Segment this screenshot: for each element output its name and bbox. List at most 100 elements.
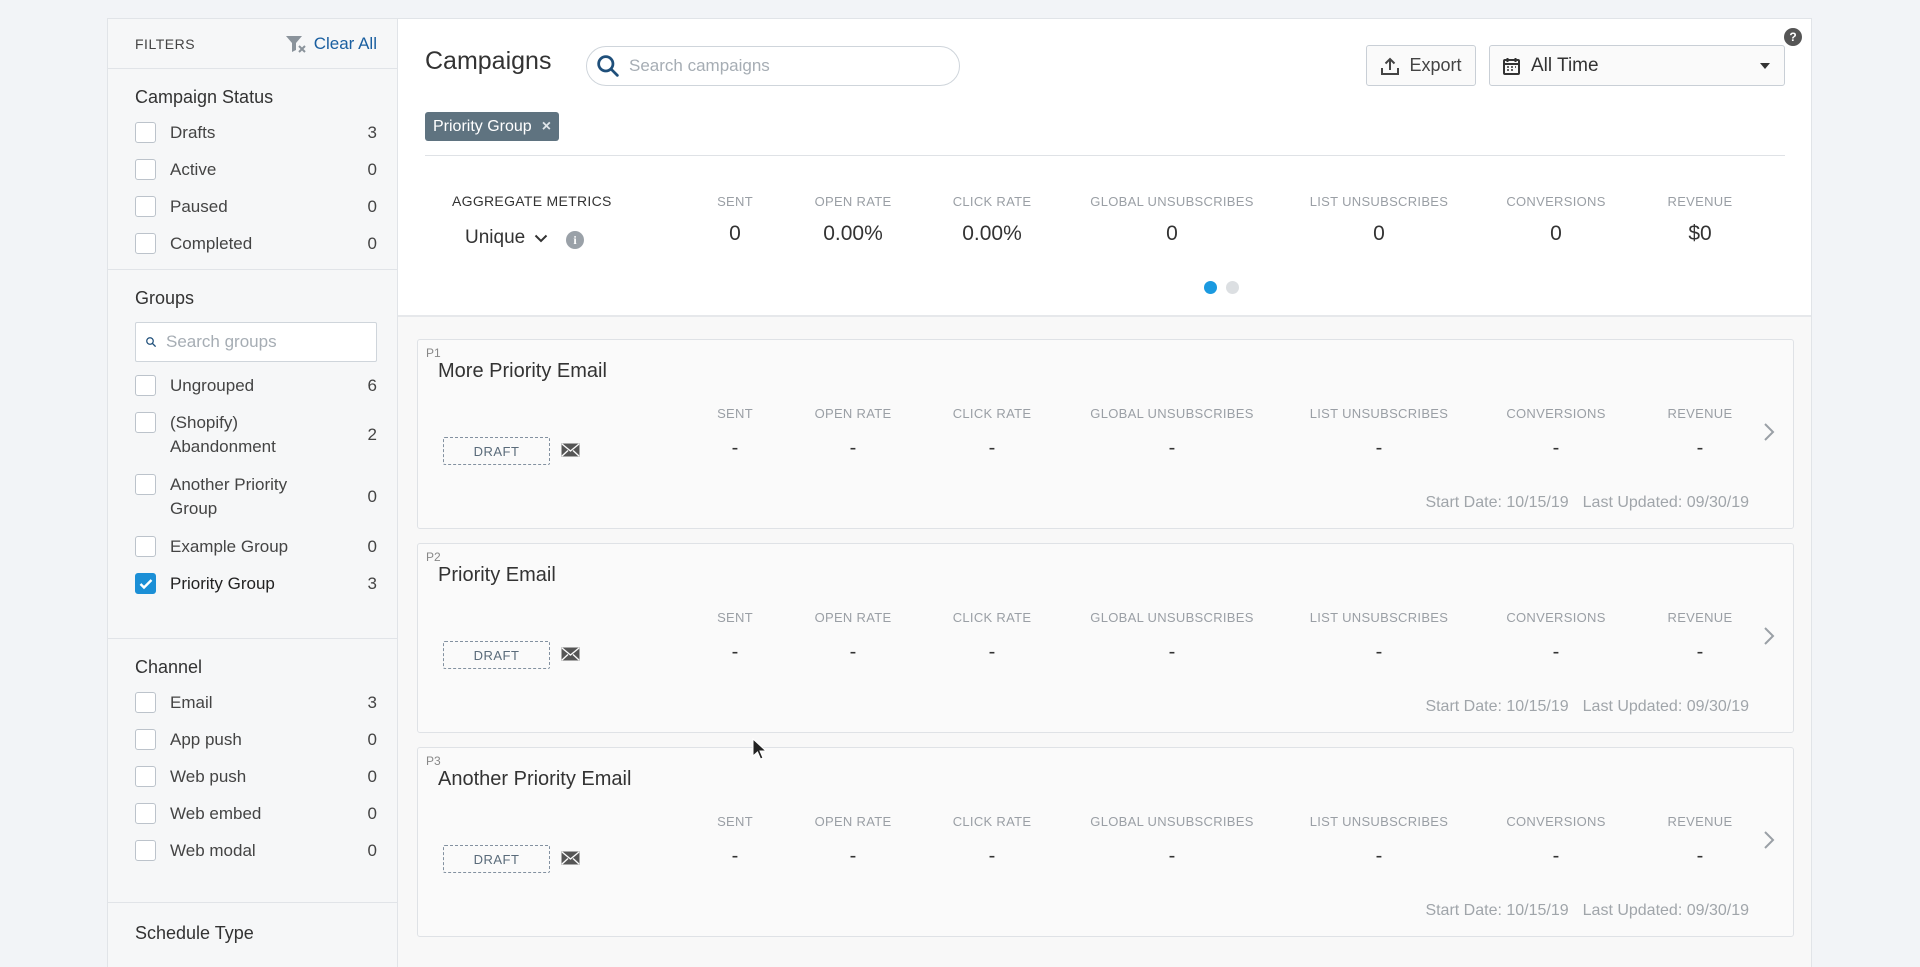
metric-revenue: REVENUE -: [1668, 610, 1733, 664]
filter-label: Email: [170, 693, 213, 712]
search-icon: [146, 337, 156, 347]
metric-value: 0: [1550, 222, 1562, 245]
aggregate-global-unsubscribes: GLOBAL UNSUBSCRIBES 0: [1090, 194, 1253, 246]
campaign-card[interactable]: P1 More Priority Email DRAFT SENT - OPEN …: [417, 339, 1794, 529]
pager-dot-1[interactable]: [1204, 281, 1217, 294]
filter-count: 0: [367, 841, 377, 860]
priority-label: P1: [426, 346, 441, 360]
clear-all-label: Clear All: [313, 33, 377, 53]
metric-key: LIST UNSUBSCRIBES: [1309, 814, 1449, 829]
filter-ungrouped[interactable]: Ungrouped 6: [135, 374, 377, 411]
metric-click-rate: CLICK RATE -: [953, 406, 1032, 460]
filter-completed[interactable]: Completed 0: [135, 232, 377, 269]
chevron-right-icon[interactable]: [1763, 626, 1775, 646]
caret-down-icon: [1760, 62, 1770, 69]
search-icon: [597, 55, 619, 77]
help-icon[interactable]: ?: [1784, 28, 1802, 46]
check-icon: [139, 578, 152, 589]
info-icon[interactable]: i: [566, 231, 584, 249]
metric-key: CLICK RATE: [952, 814, 1032, 829]
metric-value: -: [849, 641, 857, 663]
metric-open-rate: OPEN RATE -: [815, 610, 892, 664]
groups-title: Groups: [135, 288, 195, 308]
campaign-card[interactable]: P3 Another Priority Email DRAFT SENT - OP…: [417, 747, 1794, 937]
chevron-right-icon[interactable]: [1763, 830, 1775, 850]
filter-active[interactable]: Active 0: [135, 158, 377, 195]
campaign-name[interactable]: Another Priority Email: [438, 768, 632, 790]
campaign-search-box[interactable]: [586, 46, 960, 86]
filters-sidebar: FILTERS Clear All Campaign Status Drafts…: [107, 18, 398, 967]
campaign-card[interactable]: P2 Priority Email DRAFT SENT - OPEN RATE -…: [417, 543, 1794, 733]
metric-key: GLOBAL UNSUBSCRIBES: [1090, 814, 1254, 829]
metric-value: -: [1168, 845, 1176, 867]
filter-label: App push: [170, 730, 242, 749]
remove-filter-icon[interactable]: ×: [541, 117, 552, 135]
chevron-right-icon[interactable]: [1763, 422, 1775, 442]
metric-revenue: REVENUE -: [1668, 406, 1733, 460]
metric-key: LIST UNSUBSCRIBES: [1309, 406, 1449, 421]
priority-group-checkbox[interactable]: [135, 573, 156, 594]
metric-key: CONVERSIONS: [1506, 814, 1606, 829]
filter-label: Another Priority Group: [170, 475, 288, 518]
filter-label: (Shopify) Abandonment: [170, 413, 276, 456]
filter-app-push[interactable]: App push 0: [135, 728, 377, 765]
group-search-box[interactable]: [135, 322, 377, 362]
filter-web-embed[interactable]: Web embed 0: [135, 802, 377, 839]
shopify-abandonment-checkbox[interactable]: [135, 412, 156, 433]
export-button[interactable]: Export: [1366, 45, 1476, 86]
campaign-name[interactable]: Priority Email: [438, 564, 556, 586]
web-push-checkbox[interactable]: [135, 766, 156, 787]
metric-value: -: [731, 641, 739, 663]
metric-key: GLOBAL UNSUBSCRIBES: [1090, 406, 1254, 421]
filter-paused[interactable]: Paused 0: [135, 195, 377, 232]
drafts-checkbox[interactable]: [135, 122, 156, 143]
campaign-status-title: Campaign Status: [135, 87, 274, 107]
metric-key: CONVERSIONS: [1506, 194, 1606, 209]
group-search-input[interactable]: [166, 332, 366, 352]
filter-another-priority-group[interactable]: Another Priority Group 0: [135, 473, 377, 535]
date-range-select[interactable]: All Time: [1489, 45, 1785, 86]
campaign-name[interactable]: More Priority Email: [438, 360, 607, 382]
metric-value: -: [1696, 437, 1704, 459]
channel-title: Channel: [135, 657, 203, 677]
filter-example-group[interactable]: Example Group 0: [135, 535, 377, 572]
filter-label: Active: [170, 160, 217, 179]
filter-label: Completed: [170, 234, 253, 253]
filter-web-push[interactable]: Web push 0: [135, 765, 377, 802]
last-updated: Last Updated: 09/30/19: [1582, 698, 1749, 715]
another-priority-group-checkbox[interactable]: [135, 474, 156, 495]
completed-checkbox[interactable]: [135, 233, 156, 254]
filter-drafts[interactable]: Drafts 3: [135, 121, 377, 158]
filter-label: Paused: [170, 197, 228, 216]
metric-key: REVENUE: [1667, 194, 1733, 209]
paused-checkbox[interactable]: [135, 196, 156, 217]
web-modal-checkbox[interactable]: [135, 840, 156, 861]
app-push-checkbox[interactable]: [135, 729, 156, 750]
campaign-status-section: Campaign Status Drafts 3 Active 0 Paused 0 …: [108, 69, 397, 270]
start-date: Start Date: 10/15/19: [1425, 698, 1569, 715]
email-checkbox[interactable]: [135, 692, 156, 713]
filter-shopify-abandonment[interactable]: (Shopify) Abandonment 2: [135, 411, 377, 473]
web-embed-checkbox[interactable]: [135, 803, 156, 824]
filter-priority-group[interactable]: Priority Group 3: [135, 572, 377, 609]
chevron-down-icon: [535, 234, 548, 242]
clear-all-button[interactable]: Clear All: [285, 34, 377, 54]
pager-dot-2[interactable]: [1226, 281, 1239, 294]
filter-email[interactable]: Email 3: [135, 691, 377, 728]
filter-count: 0: [367, 234, 377, 253]
campaigns-header: Campaigns Export All Time ? Priority Gro…: [398, 19, 1811, 317]
metric-key: LIST UNSUBSCRIBES: [1309, 194, 1449, 209]
metric-value: -: [1552, 845, 1560, 867]
metric-mode-dropdown[interactable]: Unique: [465, 227, 548, 249]
active-checkbox[interactable]: [135, 159, 156, 180]
campaign-search-input[interactable]: [629, 56, 929, 76]
filter-web-modal[interactable]: Web modal 0: [135, 839, 377, 876]
filter-label: Ungrouped: [170, 376, 255, 395]
metric-sent: SENT -: [717, 814, 753, 868]
ungrouped-checkbox[interactable]: [135, 375, 156, 396]
page-title: Campaigns: [425, 47, 552, 75]
example-group-checkbox[interactable]: [135, 536, 156, 557]
aggregate-metrics-title: AGGREGATE METRICS: [452, 193, 612, 209]
filter-label: Web modal: [170, 841, 256, 860]
schedule-type-title: Schedule Type: [135, 923, 254, 943]
